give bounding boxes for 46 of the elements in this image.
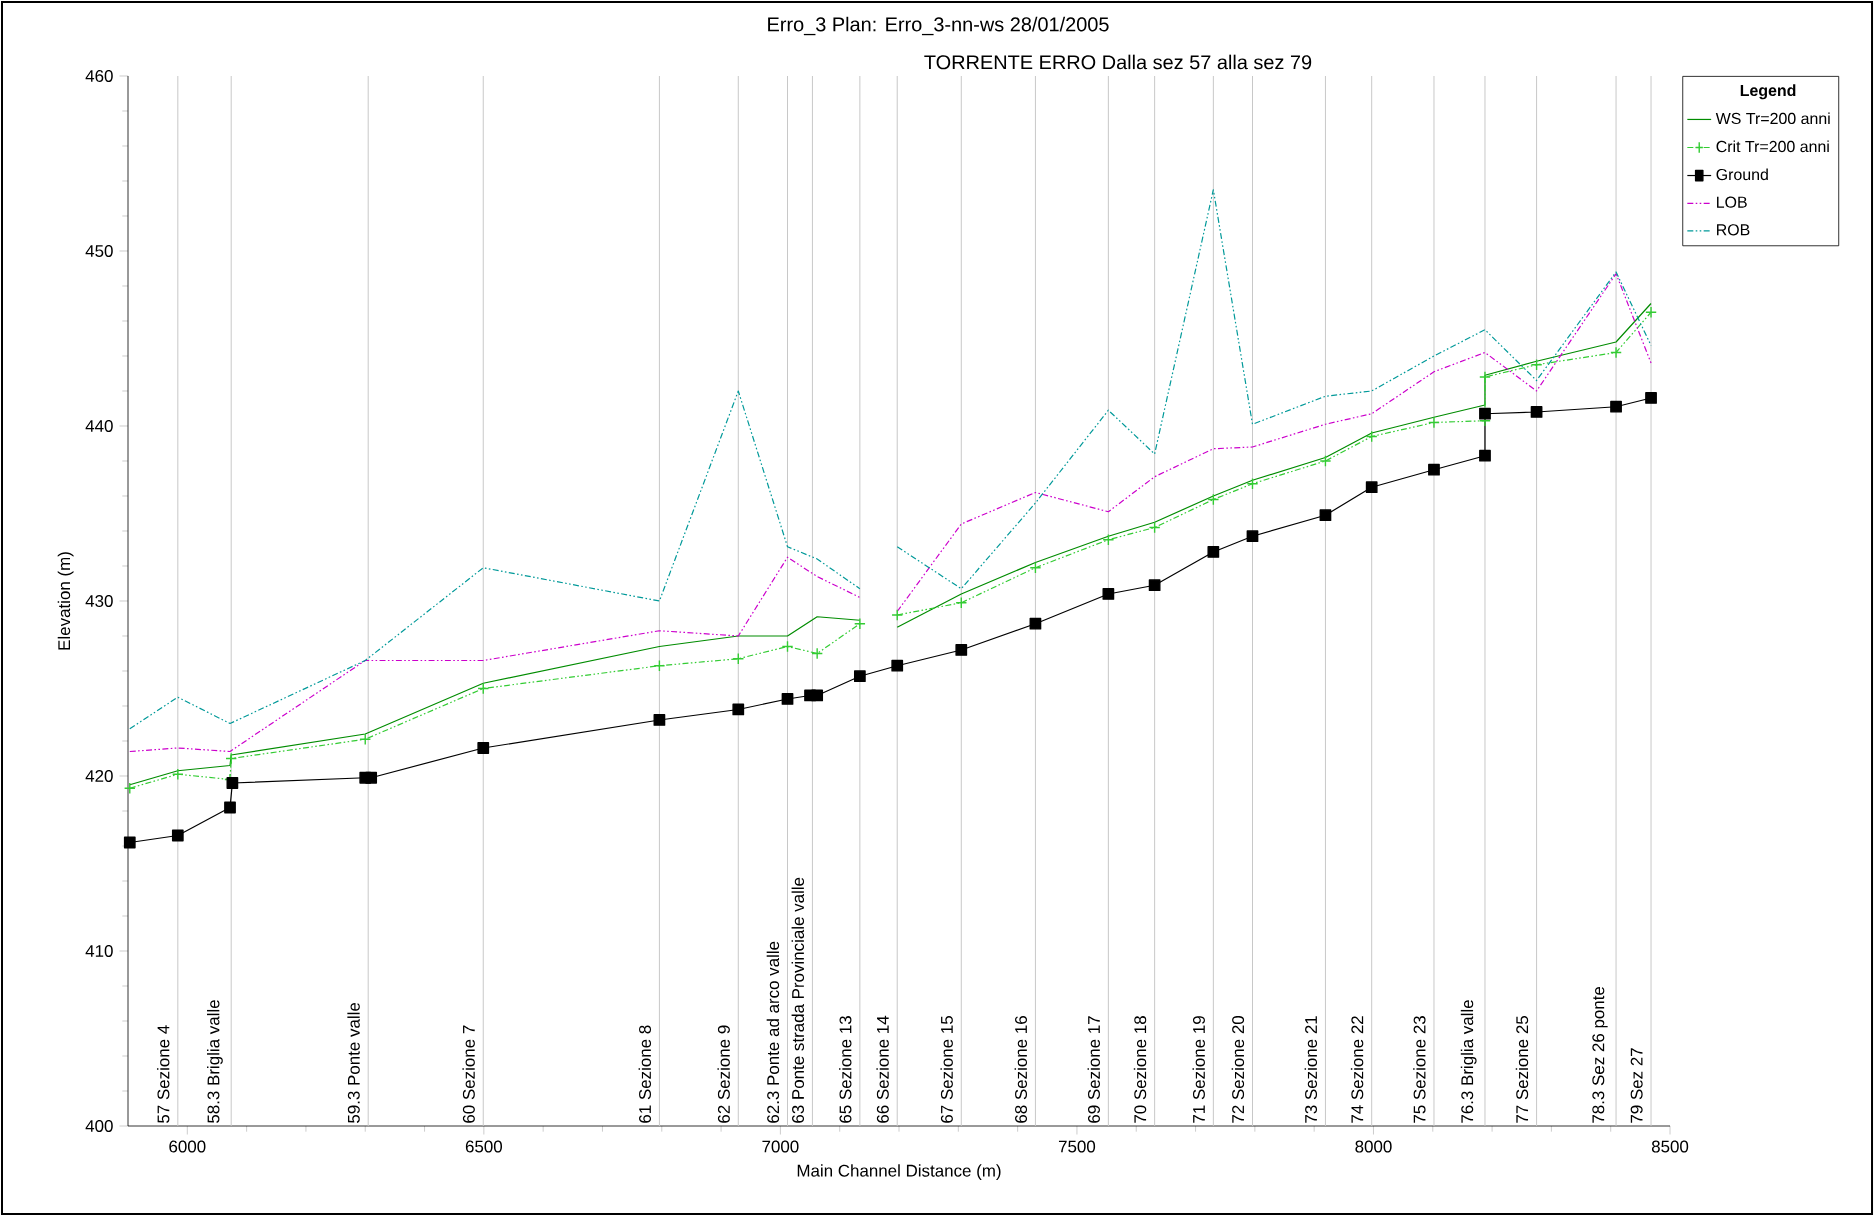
x-tick-label: 7500 bbox=[1058, 1140, 1096, 1153]
ref-line-label: 67 Sezione 15 bbox=[940, 1016, 953, 1123]
y-tick-label: 440 bbox=[85, 420, 113, 432]
y-axis-title: Elevation (m) bbox=[57, 552, 74, 650]
y-tick-label: 400 bbox=[85, 1120, 113, 1132]
legend-label: Ground bbox=[1716, 168, 1768, 181]
ref-line-label: 61 Sezione 8 bbox=[638, 1025, 651, 1123]
ref-line-label: 77 Sezione 25 bbox=[1515, 1016, 1529, 1123]
ref-line-label: 75 Sezione 23 bbox=[1413, 1016, 1426, 1123]
ref-line-label: 72 Sezione 20 bbox=[1231, 1016, 1245, 1123]
ref-line-label: 79 Sez 27 bbox=[1630, 1048, 1643, 1123]
ref-line-label: 60 Sezione 7 bbox=[462, 1025, 475, 1123]
ref-line-label: 68 Sezione 16 bbox=[1014, 1016, 1028, 1123]
y-tick-label: 430 bbox=[85, 595, 113, 607]
legend-label: WS Tr=200 anni bbox=[1715, 112, 1830, 125]
ref-line-label: 63 Ponte strada Provinciale valle bbox=[791, 877, 805, 1123]
ref-line-label: 78.3 Sez 26 ponte bbox=[1592, 986, 1608, 1123]
ref-line-label: 70 Sezione 18 bbox=[1133, 1016, 1147, 1123]
x-tick-label: 8000 bbox=[1355, 1140, 1392, 1153]
x-tick-label: 6000 bbox=[169, 1140, 206, 1153]
x-tick-label: 7000 bbox=[762, 1140, 799, 1153]
x-axis-title: Main Channel Distance (m) bbox=[797, 1164, 1001, 1180]
ref-line-label: 59.3 Ponte valle bbox=[347, 1002, 360, 1123]
chart-title: Erro_3 Plan: Erro_3-nn-ws 28/01/2005 bbox=[768, 16, 1109, 36]
legend-label: Crit Tr=200 anni bbox=[1716, 140, 1829, 153]
ref-line-label: 62 Sezione 9 bbox=[717, 1025, 730, 1123]
ref-line-label: 57 Sezione 4 bbox=[156, 1025, 170, 1123]
ref-line-label: 58.3 Briglia valle bbox=[207, 1000, 223, 1123]
y-tick-label: 450 bbox=[85, 245, 113, 257]
ref-line-label: 62.3 Ponte ad arco valle bbox=[766, 941, 780, 1123]
ref-line-label: 73 Sezione 21 bbox=[1304, 1016, 1318, 1123]
ref-line-label: 71 Sezione 19 bbox=[1192, 1016, 1205, 1123]
x-tick-label: 6500 bbox=[465, 1140, 503, 1153]
ref-line-label: 66 Sezione 14 bbox=[876, 1015, 889, 1123]
legend-title: Legend bbox=[1740, 84, 1796, 100]
y-tick-label: 410 bbox=[85, 945, 113, 957]
legend-label: ROB bbox=[1717, 224, 1750, 236]
y-tick-label: 460 bbox=[85, 70, 113, 82]
chart-subtitle: TORRENTE ERRO Dalla sez 57 alla sez 79 bbox=[924, 54, 1312, 70]
ref-line-label: 69 Sezione 17 bbox=[1087, 1016, 1100, 1123]
x-tick-label: 8500 bbox=[1651, 1140, 1689, 1153]
ref-line-label: 65 Sezione 13 bbox=[839, 1016, 852, 1123]
ref-line-label: 74 Sezione 22 bbox=[1350, 1016, 1364, 1123]
y-tick-label: 420 bbox=[85, 770, 113, 782]
ref-line-label: 76.3 Briglia valle bbox=[1460, 1000, 1477, 1123]
legend-label: LOB bbox=[1717, 196, 1747, 208]
